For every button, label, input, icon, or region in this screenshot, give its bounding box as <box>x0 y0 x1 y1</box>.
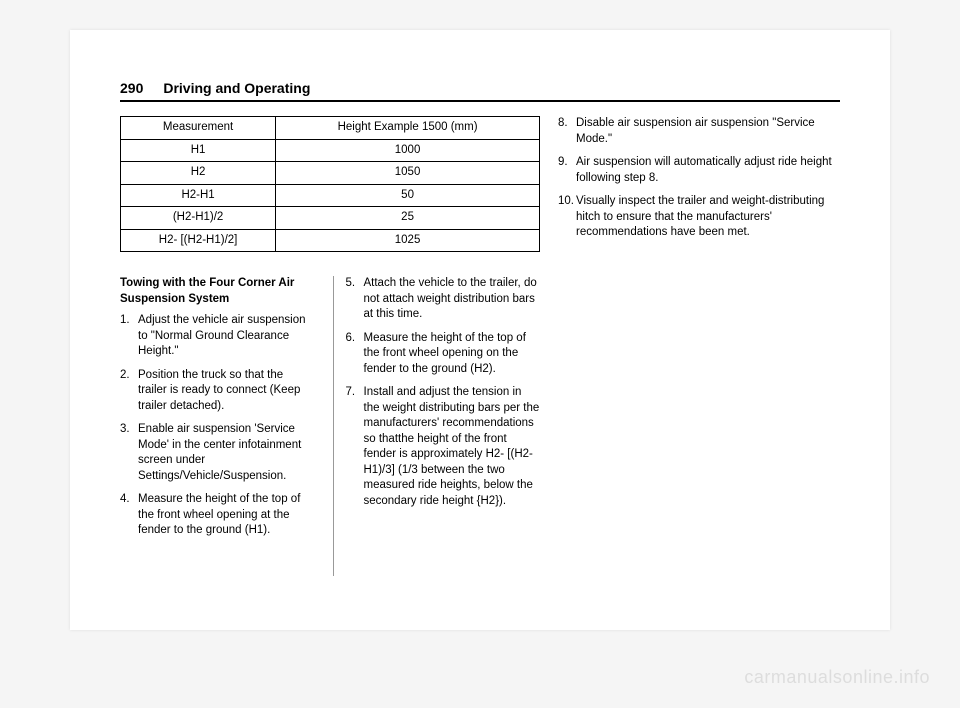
measurement-table: Measurement Height Example 1500 (mm) H1 … <box>120 116 540 252</box>
step-item: Enable air suspension 'Service Mode' in … <box>120 422 315 484</box>
step-item: Attach the vehicle to the trailer, do no… <box>346 276 541 323</box>
table-row: H1 1000 <box>121 139 540 162</box>
table-cell: 1025 <box>276 229 540 252</box>
text-column-3: Disable air suspension air suspension "S… <box>558 116 840 576</box>
manual-page: 290 Driving and Operating Measurement He… <box>70 30 890 630</box>
text-column-2: Attach the vehicle to the trailer, do no… <box>333 276 541 576</box>
step-item: Adjust the vehicle air suspension to "No… <box>120 313 315 360</box>
page-number: 290 <box>120 80 143 96</box>
table-header-cell: Height Example 1500 (mm) <box>276 117 540 140</box>
step-item: Measure the height of the top of the fro… <box>120 492 315 539</box>
steps-list-2: Attach the vehicle to the trailer, do no… <box>346 276 541 509</box>
step-item: Visually inspect the trailer and weight-… <box>558 194 840 241</box>
table-cell: H1 <box>121 139 276 162</box>
table-cell: 1000 <box>276 139 540 162</box>
table-cell: H2- [(H2-H1)/2] <box>121 229 276 252</box>
table-header-cell: Measurement <box>121 117 276 140</box>
left-block: Measurement Height Example 1500 (mm) H1 … <box>120 116 540 576</box>
page-content: Measurement Height Example 1500 (mm) H1 … <box>120 116 840 576</box>
table-cell: H2-H1 <box>121 184 276 207</box>
table-cell: 50 <box>276 184 540 207</box>
table-cell: 25 <box>276 207 540 230</box>
table-row: H2 1050 <box>121 162 540 185</box>
table-row: (H2-H1)/2 25 <box>121 207 540 230</box>
table-cell: H2 <box>121 162 276 185</box>
section-title: Driving and Operating <box>163 80 310 96</box>
text-column-1: Towing with the Four Corner Air Suspensi… <box>120 276 315 576</box>
table-cell: 1050 <box>276 162 540 185</box>
two-column-text: Towing with the Four Corner Air Suspensi… <box>120 276 540 576</box>
steps-list-3: Disable air suspension air suspension "S… <box>558 116 840 241</box>
table-row: H2- [(H2-H1)/2] 1025 <box>121 229 540 252</box>
table-header-row: Measurement Height Example 1500 (mm) <box>121 117 540 140</box>
step-item: Measure the height of the top of the fro… <box>346 331 541 378</box>
step-item: Disable air suspension air suspension "S… <box>558 116 840 147</box>
steps-list-1: Adjust the vehicle air suspension to "No… <box>120 313 315 539</box>
page-header: 290 Driving and Operating <box>120 80 840 102</box>
step-item: Install and adjust the tension in the we… <box>346 385 541 509</box>
subheading: Towing with the Four Corner Air Suspensi… <box>120 276 315 307</box>
table-cell: (H2-H1)/2 <box>121 207 276 230</box>
step-item: Air suspension will automatically adjust… <box>558 155 840 186</box>
table-row: H2-H1 50 <box>121 184 540 207</box>
step-item: Position the truck so that the trailer i… <box>120 368 315 415</box>
